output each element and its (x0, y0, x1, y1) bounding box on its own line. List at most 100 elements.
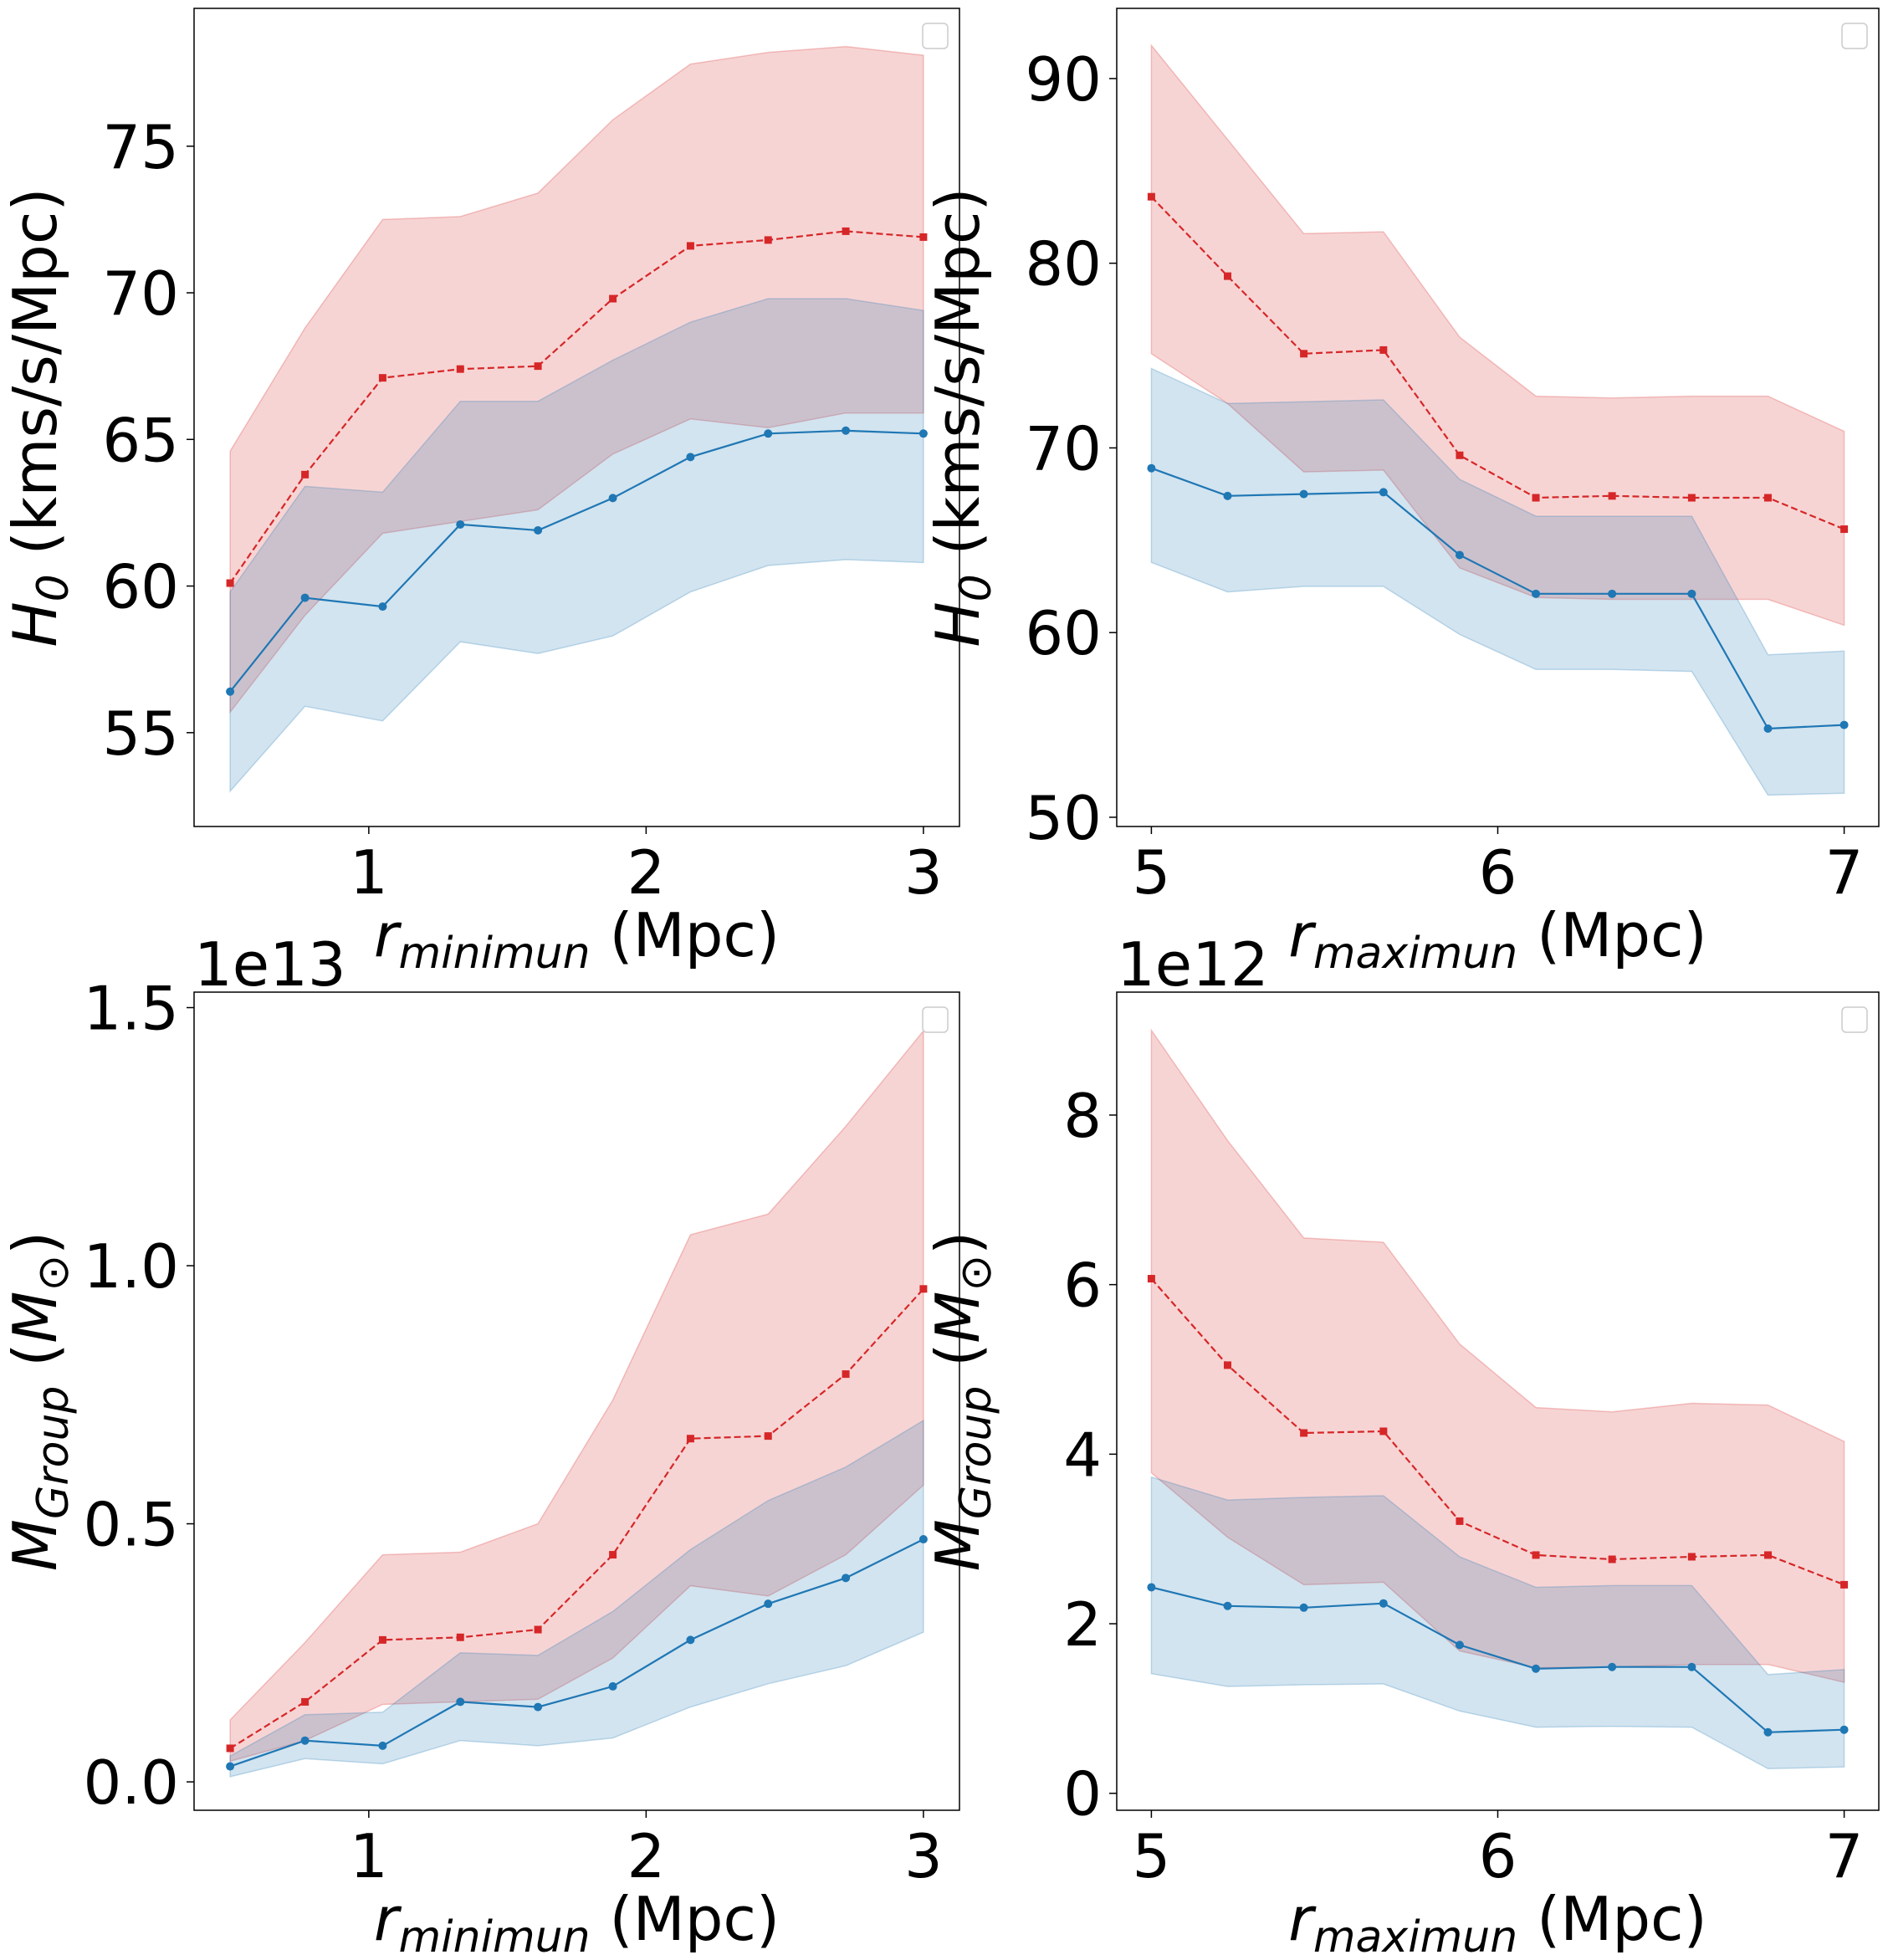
red-point (1224, 272, 1232, 280)
red-point (1840, 525, 1849, 534)
red-point (301, 470, 310, 478)
red-point (226, 579, 234, 587)
blue-point (1223, 491, 1232, 500)
blue-point (1299, 1603, 1308, 1612)
red-series-line (1150, 196, 1845, 530)
red-point (1532, 1551, 1540, 1559)
blue-point (608, 1681, 617, 1691)
y-tick-label: 60 (102, 552, 179, 622)
subplot-p3: 1 2 3 0.0 0.5 1.0 1.5 rminimun (Mpc) MGroup (M⊙)… (0, 929, 960, 1960)
red-point (1379, 345, 1388, 354)
red-point (534, 1625, 542, 1634)
red-point (378, 1635, 386, 1644)
y-tick-label: 1.0 (83, 1231, 179, 1302)
y-tick-label: 6 (1063, 1251, 1102, 1321)
blue-point (226, 1762, 235, 1771)
blue-point (300, 593, 310, 602)
red-point (378, 374, 386, 382)
red-point (1147, 1275, 1155, 1283)
blue-point (764, 1599, 773, 1609)
red-point (764, 1432, 772, 1441)
x-axis-label: rmaximun (Mpc) (1288, 900, 1706, 979)
red-point (609, 294, 617, 303)
blue-point (608, 494, 617, 503)
blue-point (456, 519, 465, 529)
blue-point (842, 426, 851, 435)
y-tick-label: 2 (1063, 1589, 1102, 1660)
blue-point (226, 687, 235, 696)
red-point (686, 242, 694, 250)
subplot-p2: 5 6 7 50 60 70 80 90 rmaximun (Mpc) H0 (kms/s/Mpc… (923, 8, 1880, 979)
blue-point (1532, 589, 1541, 598)
red-point (1224, 1361, 1232, 1369)
blue-point (534, 1702, 543, 1712)
red-point (919, 1285, 928, 1293)
x-axis-label: rminimun (Mpc) (374, 1884, 780, 1960)
legend-box (922, 23, 949, 49)
y-tick-label: 60 (1025, 598, 1102, 668)
x-tick-label: 6 (1479, 1821, 1517, 1891)
blue-point (1379, 488, 1388, 497)
red-series-line (229, 1288, 924, 1749)
blue-point (1839, 1725, 1849, 1734)
blue-series-line (1151, 1586, 1845, 1733)
x-tick-label: 2 (627, 1821, 665, 1891)
red-point (1763, 494, 1772, 502)
x-tick-label: 6 (1479, 837, 1517, 908)
blue-point (686, 453, 695, 462)
x-tick-label: 7 (1825, 1821, 1864, 1891)
subplot-p1: 1 2 3 55 60 65 70 75 rminimun (Mpc) H0 (kms/s/Mpc… (0, 8, 960, 979)
blue-point (918, 1535, 928, 1544)
red-point (1687, 494, 1696, 502)
y-tick-label: 1.5 (83, 974, 179, 1044)
x-tick-label: 3 (904, 1821, 943, 1891)
red-point (1300, 1429, 1308, 1437)
offset-label: 1e12 (1117, 929, 1269, 1000)
x-tick-label: 1 (350, 837, 388, 908)
red-band (1150, 1028, 1845, 1683)
x-tick-label: 5 (1133, 1821, 1171, 1891)
red-band (229, 1029, 924, 1763)
blue-point (686, 1635, 695, 1645)
y-axis-label: MGroup (M⊙) (923, 1231, 1001, 1571)
red-point (1608, 492, 1616, 500)
blue-point (1763, 724, 1773, 733)
red-series-line (1150, 1277, 1845, 1586)
x-tick-label: 7 (1825, 837, 1864, 908)
red-series-line (229, 230, 924, 584)
blue-point (1687, 1662, 1696, 1671)
red-point (226, 1744, 234, 1753)
red-band (1150, 43, 1845, 627)
red-point (842, 1370, 850, 1379)
y-tick-label: 55 (102, 699, 179, 769)
red-point (1532, 494, 1540, 502)
red-point (1147, 192, 1155, 201)
x-axis-label: rminimun (Mpc) (374, 900, 780, 979)
red-point (609, 1551, 617, 1559)
blue-band (229, 1419, 924, 1778)
x-tick-label: 1 (350, 1821, 388, 1891)
blue-point (1455, 550, 1464, 560)
y-tick-label: 70 (1025, 413, 1102, 484)
blue-point (1608, 1662, 1617, 1671)
blue-point (1687, 589, 1696, 598)
red-point (456, 365, 464, 373)
y-tick-label: 70 (102, 258, 179, 329)
y-axis-label: H0 (kms/s/Mpc) (923, 187, 1001, 647)
blue-point (1532, 1664, 1541, 1673)
red-point (1687, 1553, 1696, 1561)
legend-box (1841, 23, 1868, 49)
red-point (842, 227, 850, 235)
y-tick-label: 80 (1025, 229, 1102, 299)
legend-box (1841, 1006, 1868, 1033)
y-tick-label: 65 (102, 405, 179, 475)
red-point (1300, 350, 1308, 358)
red-point (764, 236, 772, 244)
blue-point (1608, 589, 1617, 598)
x-tick-label: 2 (627, 837, 665, 908)
blue-point (1763, 1727, 1773, 1737)
y-axis-label: MGroup (M⊙) (0, 1231, 79, 1571)
y-tick-label: 0.5 (83, 1490, 179, 1560)
blue-series-line (229, 429, 924, 693)
